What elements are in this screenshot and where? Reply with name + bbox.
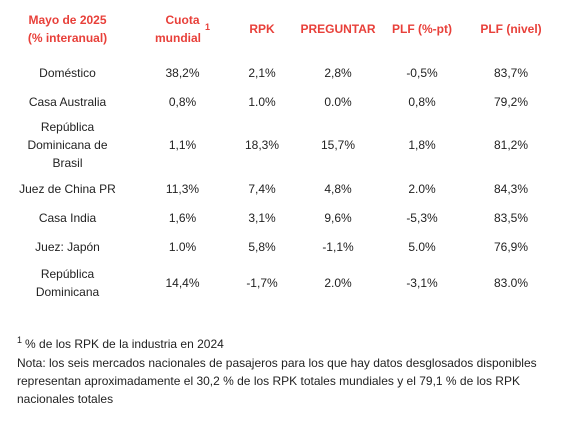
cell-share: 1,6% bbox=[168, 210, 197, 225]
table-header-row: Mayo de 2025 (% interanual) Cuota mundia… bbox=[0, 0, 560, 58]
cell-ask: 4,8% bbox=[324, 181, 352, 196]
cell-ask: 2,8% bbox=[324, 65, 352, 80]
header-ask: PREGUNTAR bbox=[300, 22, 376, 36]
table-row: Doméstico 38,2% 2,1% 2,8% -0,5% 83,7% bbox=[0, 58, 560, 87]
cell-plf-level: 83,5% bbox=[493, 210, 529, 225]
header-world-share-label: Cuota mundial bbox=[154, 12, 201, 45]
table-row: República Dominicana de Brasil 1,1% 18,3… bbox=[0, 116, 560, 174]
cell-market: Juez de China PR bbox=[19, 181, 116, 196]
header-rpk: RPK bbox=[249, 22, 275, 36]
cell-plf-pt: 5.0% bbox=[408, 239, 436, 254]
header-plf-pt: PLF (%-pt) bbox=[392, 22, 452, 36]
cell-plf-level: 83.0% bbox=[493, 275, 529, 290]
cell-plf-pt: 0,8% bbox=[408, 94, 436, 109]
cell-rpk: 18,3% bbox=[244, 138, 280, 152]
cell-rpk: -1,7% bbox=[246, 275, 278, 290]
cell-share: 1.0% bbox=[168, 239, 197, 254]
footnote-line: 1% de los RPK de la industria en 2024 bbox=[17, 335, 557, 354]
table-row: Casa India 1,6% 3,1% 9,6% -5,3% 83,5% bbox=[0, 203, 560, 232]
cell-plf-pt: 2.0% bbox=[408, 181, 436, 196]
cell-plf-level: 76,9% bbox=[493, 239, 529, 254]
cell-market: Doméstico bbox=[39, 65, 96, 80]
cell-plf-pt: -3,1% bbox=[406, 275, 438, 290]
cell-market: República Dominicana bbox=[35, 266, 100, 299]
cell-plf-level: 81,2% bbox=[493, 138, 529, 152]
cell-ask: 0.0% bbox=[324, 94, 352, 109]
cell-share: 0,8% bbox=[168, 94, 197, 109]
cell-ask: 15,7% bbox=[320, 138, 356, 152]
cell-share: 11,3% bbox=[165, 181, 200, 196]
cell-rpk: 3,1% bbox=[248, 210, 276, 225]
cell-ask: 2.0% bbox=[324, 275, 352, 290]
cell-market: Casa Australia bbox=[28, 94, 107, 109]
domestic-markets-table: Mayo de 2025 (% interanual) Cuota mundia… bbox=[0, 0, 560, 304]
footnote-marker: 1 bbox=[17, 335, 23, 345]
table-notes: 1% de los RPK de la industria en 2024 No… bbox=[17, 335, 557, 408]
header-period-line2: (% interanual) bbox=[27, 31, 108, 45]
cell-plf-level: 79,2% bbox=[493, 94, 529, 109]
table-row: República Dominicana 14,4% -1,7% 2.0% -3… bbox=[0, 261, 560, 304]
header-plf-level: PLF (nivel) bbox=[480, 22, 542, 36]
table-row: Juez de China PR 11,3% 7,4% 4,8% 2.0% 84… bbox=[0, 174, 560, 203]
table-row: Juez: Japón 1.0% 5,8% -1,1% 5.0% 76,9% bbox=[0, 232, 560, 261]
header-period: Mayo de 2025 (% interanual) bbox=[0, 0, 135, 58]
cell-share: 14,4% bbox=[165, 275, 200, 290]
cell-rpk: 1.0% bbox=[248, 94, 276, 109]
cell-share: 1,1% bbox=[168, 138, 197, 152]
domestic-markets-report: Mayo de 2025 (% interanual) Cuota mundia… bbox=[0, 0, 560, 407]
cell-market: Casa India bbox=[38, 210, 97, 225]
cell-ask: 9,6% bbox=[324, 210, 352, 225]
cell-plf-level: 84,3% bbox=[493, 181, 529, 196]
cell-plf-level: 83,7% bbox=[493, 65, 529, 80]
note-text: Nota: los seis mercados nacionales de pa… bbox=[17, 356, 537, 406]
header-period-line1: Mayo de 2025 bbox=[28, 13, 107, 27]
header-world-share-footnote-marker: 1 bbox=[205, 21, 211, 32]
header-world-share: Cuota mundial 1 bbox=[135, 0, 230, 58]
cell-market: Juez: Japón bbox=[35, 239, 100, 254]
cell-plf-pt: -5,3% bbox=[406, 210, 438, 225]
cell-market: República Dominicana de Brasil bbox=[27, 120, 108, 170]
cell-share: 38,2% bbox=[165, 65, 200, 80]
cell-rpk: 2,1% bbox=[248, 65, 276, 80]
cell-plf-pt: -0,5% bbox=[406, 65, 438, 80]
cell-plf-pt: 1,8% bbox=[408, 138, 436, 152]
table-row: Casa Australia 0,8% 1.0% 0.0% 0,8% 79,2% bbox=[0, 87, 560, 116]
cell-rpk: 7,4% bbox=[248, 181, 276, 196]
cell-ask: -1,1% bbox=[322, 239, 354, 254]
footnote-text: % de los RPK de la industria en 2024 bbox=[25, 337, 224, 351]
cell-rpk: 5,8% bbox=[248, 239, 276, 254]
